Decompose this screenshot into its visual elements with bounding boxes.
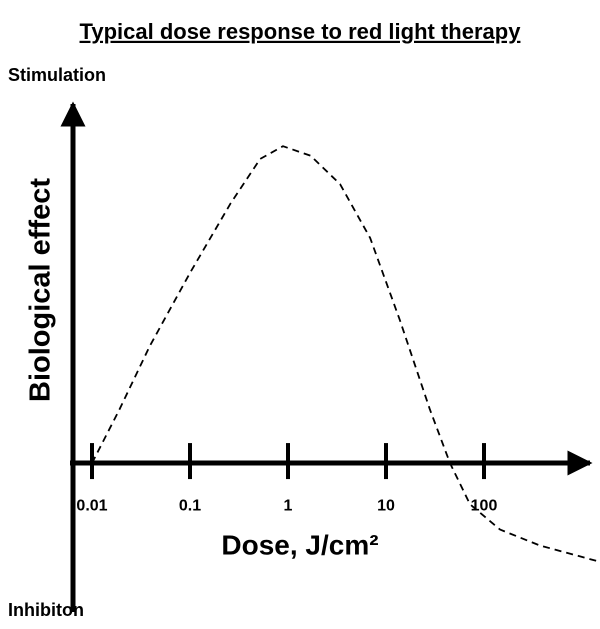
x-axis-label: Dose, J/cm² <box>221 529 378 560</box>
x-tick-label: 100 <box>471 497 498 514</box>
x-tick-label: 1 <box>284 497 293 514</box>
annotation: Stimulation <box>8 65 106 85</box>
curve <box>91 145 599 563</box>
chart-title: Typical dose response to red light thera… <box>80 19 522 44</box>
y-axis-label: Biological effect <box>25 178 57 402</box>
x-tick-label: 10 <box>377 497 395 514</box>
x-tick-label: 0.01 <box>76 497 107 514</box>
annotation: Inhibiton <box>8 600 84 620</box>
x-tick-label: 0.1 <box>179 497 201 514</box>
